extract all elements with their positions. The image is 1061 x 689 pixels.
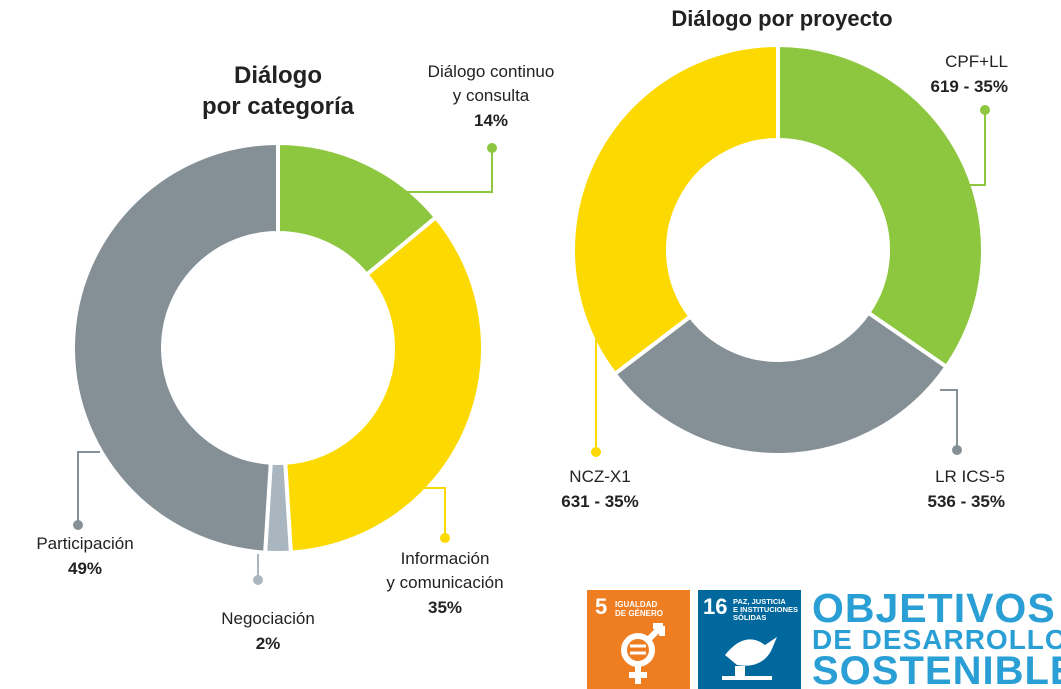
slice-value: 631 - 35% <box>561 492 639 511</box>
leader-dot <box>73 520 83 530</box>
donut-slice <box>283 214 485 555</box>
leader-line <box>940 389 958 450</box>
sdg-brand: OBJETIVOS <box>812 585 1056 631</box>
leader-dot <box>253 575 263 585</box>
sdg5-text: IGUALDAD DE GÉNERO <box>615 600 664 618</box>
slice-value: 536 - 35% <box>927 492 1006 511</box>
leader-line <box>370 148 493 193</box>
sdg-brand: SOSTENIBLE <box>812 649 1061 689</box>
sdg5-icon <box>621 623 665 684</box>
slice-label: Información y comunicación <box>386 549 504 592</box>
slice-value: 619 - 35% <box>930 77 1009 96</box>
leader-line <box>420 487 446 538</box>
sdg5-number: 5 <box>595 594 608 619</box>
slice-value: 49% <box>67 559 103 578</box>
leader-dot <box>591 447 601 457</box>
leader-line <box>77 451 100 525</box>
leader-dot <box>487 143 497 153</box>
slice-label: Negociación <box>221 609 315 628</box>
sdg16-number: 16 <box>703 594 728 619</box>
slice-label: NCZ-X1 <box>569 467 631 486</box>
leader-line <box>595 339 612 452</box>
leader-dot <box>980 105 990 115</box>
slice-label: Participación <box>36 534 134 553</box>
slice-label: LR ICS-5 <box>935 467 1005 486</box>
slice-label: CPF+LL <box>945 52 1008 71</box>
leader-dot <box>440 533 450 543</box>
slice-value: 35% <box>427 598 463 617</box>
donut-slice <box>611 309 950 457</box>
donut-slice <box>776 42 985 370</box>
chart-title: Diálogo por proyecto <box>671 6 893 31</box>
donut-slice <box>71 140 280 555</box>
slice-value: 2% <box>255 634 281 653</box>
sdg16-icon <box>722 637 777 680</box>
sdg16-text: PAZ, JUSTICIA E INSTITUCIONES SÓLIDAS <box>733 597 799 622</box>
slice-value: 14% <box>473 111 509 130</box>
sdg-brand: DE DESARROLLO <box>812 624 1061 655</box>
slice-label: Diálogo continuo y consulta <box>427 62 555 105</box>
leader-dot <box>952 445 962 455</box>
leader-line <box>962 110 986 186</box>
chart-title: Diálogo por categoría <box>201 62 355 120</box>
donut-slice <box>571 42 780 377</box>
